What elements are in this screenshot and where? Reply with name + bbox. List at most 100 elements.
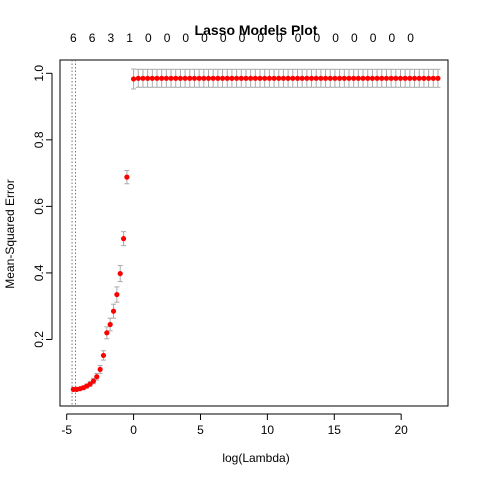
data-point	[120, 236, 127, 242]
top-axis-label: 0	[388, 31, 395, 45]
data-point	[248, 75, 254, 81]
data-point	[182, 75, 188, 81]
data-point	[257, 75, 263, 81]
data-point	[201, 75, 207, 81]
data-point	[177, 75, 184, 81]
data-point	[196, 75, 202, 81]
data-point	[219, 75, 226, 81]
data-point	[360, 75, 366, 81]
data-point	[393, 75, 399, 81]
data-point	[266, 75, 272, 81]
data-point	[149, 75, 155, 81]
data-point	[397, 75, 404, 81]
data-point	[379, 75, 385, 81]
data-point	[430, 75, 436, 81]
data-point	[388, 75, 394, 81]
data-point	[145, 75, 151, 81]
chart-title: Lasso Models Plot	[195, 22, 318, 38]
data-point	[154, 75, 160, 81]
top-axis-label: 0	[407, 31, 414, 45]
data-point	[97, 366, 103, 373]
data-point	[210, 75, 216, 81]
y-axis: 0.2 0.4 0.6 0.8 1.0	[32, 65, 53, 348]
top-axis-label: 0	[295, 31, 302, 45]
data-point	[94, 374, 100, 380]
top-axis-label: 0	[332, 31, 339, 45]
data-point	[90, 378, 97, 384]
y-tick-label: 0.6	[32, 198, 46, 215]
y-tick-label: 0.8	[32, 131, 46, 148]
data-point	[407, 75, 413, 81]
data-point	[426, 75, 432, 81]
x-tick-label: 10	[261, 423, 275, 437]
top-axis-label: 0	[201, 31, 208, 45]
data-point	[215, 75, 221, 81]
data-point	[435, 75, 441, 81]
top-axis-label: 0	[257, 31, 264, 45]
data-point	[322, 75, 329, 81]
data-points	[70, 75, 441, 392]
data-point	[252, 75, 258, 81]
data-point	[117, 270, 123, 277]
data-point	[100, 352, 107, 359]
data-point	[140, 75, 146, 81]
data-point	[262, 75, 268, 81]
reference-lines	[71, 60, 76, 406]
top-axis-label: 0	[276, 31, 283, 45]
data-point	[224, 75, 230, 81]
top-axis-label: 0	[164, 31, 171, 45]
x-tick-label: 5	[197, 423, 204, 437]
data-point	[402, 75, 408, 81]
data-point	[327, 75, 333, 81]
data-point	[87, 381, 93, 387]
top-axis-label: 0	[239, 31, 246, 45]
y-tick-label: 1.0	[32, 65, 46, 82]
data-point	[168, 75, 174, 81]
data-point	[107, 321, 113, 328]
data-point	[276, 75, 282, 81]
data-point	[411, 75, 418, 81]
data-point	[383, 75, 390, 81]
data-point	[351, 75, 357, 81]
data-point	[229, 75, 235, 81]
top-axis-label: 6	[70, 31, 77, 45]
data-point	[290, 75, 296, 81]
data-point	[332, 75, 338, 81]
data-point	[238, 75, 244, 81]
data-point	[308, 75, 315, 81]
data-point	[355, 75, 361, 81]
top-axis-label: 0	[145, 31, 152, 45]
top-axis-label: 6	[89, 31, 96, 45]
top-axis-label: 3	[107, 31, 114, 45]
data-point	[337, 75, 343, 81]
y-tick-label: 0.4	[32, 264, 46, 281]
data-point	[163, 75, 169, 81]
data-point	[346, 75, 352, 81]
data-point	[280, 75, 287, 81]
x-axis-label: log(Lambda)	[222, 451, 289, 465]
data-point	[299, 75, 305, 81]
data-point	[187, 75, 193, 81]
top-axis-label: 0	[220, 31, 227, 45]
data-point	[341, 75, 347, 81]
top-axis-label: 0	[314, 31, 321, 45]
data-point	[285, 75, 291, 81]
top-axis-label: 0	[370, 31, 377, 45]
top-axis-label: 0	[182, 31, 189, 45]
error-bars	[70, 68, 441, 392]
y-tick-label: 0.2	[32, 331, 46, 348]
x-axis: -5 0 5 10 15 20	[61, 413, 408, 437]
x-tick-label: 15	[328, 423, 342, 437]
data-point	[294, 75, 301, 81]
data-point	[191, 75, 198, 81]
top-axis-label: 0	[351, 31, 358, 45]
data-point	[130, 76, 137, 82]
data-point	[124, 174, 130, 180]
data-point	[374, 75, 380, 81]
data-point	[304, 75, 310, 81]
plot-frame	[59, 59, 449, 407]
data-point	[114, 291, 120, 298]
